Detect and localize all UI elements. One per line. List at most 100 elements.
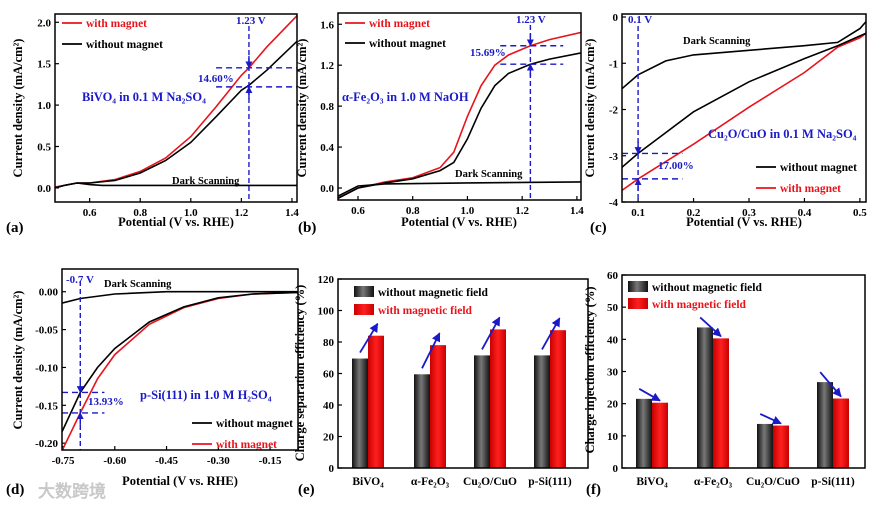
- x-tick-label: 0.6: [351, 205, 365, 217]
- y-tick-label: 0.4: [320, 142, 334, 154]
- panel-f: 0 10 20 30 40 50 60 BiVO₄ α-Fe₂O₃ Cu₂O/CuO p-Si(11…: [583, 270, 866, 498]
- category-label: α-Fe₂O₃: [694, 476, 733, 488]
- sample-label: Cu₂O/CuO in 0.1 M Na₂SO₄: [708, 127, 857, 141]
- plot-frame: [621, 13, 867, 203]
- series-line-dark: [62, 290, 298, 304]
- y-tick-label: 1.5: [37, 59, 51, 71]
- category-label: Cu₂O/CuO: [746, 476, 800, 488]
- legend-label: without magnet: [216, 418, 293, 430]
- watermark: 大数跨境: [38, 481, 106, 501]
- percent-label: 17.00%: [658, 160, 694, 172]
- y-tick-label: 0: [329, 463, 335, 475]
- x-tick-label: 0.8: [133, 207, 147, 219]
- y-tick-label: 0.5: [37, 142, 51, 154]
- potential-label: 1.23 V: [516, 14, 546, 26]
- legend-swatch-without: [628, 281, 648, 292]
- plot-frame: [54, 13, 298, 203]
- bar-with: [368, 335, 384, 468]
- legend-swatch-with: [628, 298, 648, 309]
- y-tick-label: 10: [607, 431, 619, 443]
- dark-scanning-label: Dark Scanning: [455, 169, 523, 180]
- y-tick-label: -0.15: [35, 400, 58, 412]
- plot-frame: [337, 12, 582, 201]
- potential-label: 0.1 V: [628, 14, 652, 26]
- y-tick-label: 50: [607, 302, 619, 314]
- panel-letter: (f): [586, 482, 601, 498]
- bar-without: [817, 382, 833, 468]
- bar-without: [474, 355, 490, 468]
- legend-label: with magnet: [216, 439, 277, 451]
- bar-without: [697, 327, 713, 468]
- bar-with: [490, 329, 506, 468]
- category-label: BiVO₄: [636, 476, 668, 488]
- percent-label: 13.93%: [88, 396, 124, 408]
- x-tick-label: 1.2: [515, 205, 529, 217]
- bar-with: [430, 345, 446, 468]
- category-label: p-Si(111): [811, 476, 855, 488]
- x-tick-label: 0.8: [406, 205, 420, 217]
- plot-frame: [621, 274, 866, 469]
- sample-label: p-Si(111) in 1.0 M H₂SO₄: [140, 388, 272, 402]
- plot-frame: [337, 278, 589, 469]
- y-tick-label: 1.2: [320, 60, 334, 72]
- x-axis-label: Potential (V vs. RHE): [401, 215, 517, 229]
- y-tick-label: 20: [323, 432, 335, 444]
- series-line-dark: [622, 21, 866, 90]
- series-line-dark: [55, 182, 297, 189]
- potential-label: 1.23 V: [236, 15, 266, 27]
- category-label: Cu₂O/CuO: [463, 476, 517, 488]
- y-tick-label: 2.0: [37, 17, 51, 29]
- legend-label: with magnet: [369, 18, 430, 30]
- percent-label: 14.60%: [198, 73, 234, 85]
- dark-scanning-label: Dark Scanning: [172, 176, 240, 187]
- y-axis-label: Current density (mA/cm²): [583, 39, 597, 178]
- category-label: α-Fe₂O₃: [411, 476, 450, 488]
- y-tick-label: -0.10: [35, 362, 58, 374]
- trend-arrow: [421, 332, 441, 369]
- panel-letter: (e): [298, 482, 315, 498]
- legend-label: without magnet: [369, 38, 446, 50]
- x-tick-label: 1.4: [570, 205, 584, 217]
- y-axis-label: Charge separation efficiency (%): [293, 285, 307, 462]
- legend-swatch-without: [354, 286, 374, 297]
- potential-label: -0.7 V: [66, 274, 94, 286]
- legend-label: with magnet: [86, 18, 147, 30]
- panel-letter: (d): [6, 482, 24, 498]
- panel-letter: (a): [6, 220, 24, 236]
- panel-b: 0.0 0.4 0.8 1.2 1.6 0.6 0.8 1.0 1.2 1.4 Potential …: [295, 12, 584, 236]
- y-tick-label: 1.0: [37, 100, 51, 112]
- y-tick-label: 60: [323, 369, 335, 381]
- dark-scanning-label: Dark Scanning: [683, 36, 751, 47]
- series-line-without: [62, 291, 298, 433]
- bar-without: [534, 355, 550, 468]
- legend-label: with magnet: [780, 183, 841, 195]
- bar-without: [352, 358, 368, 468]
- y-tick-label: -1: [609, 58, 618, 70]
- y-tick-label: -0.20: [35, 438, 58, 450]
- panel-c: 0 -1 -2 -3 -4 0.1 0.2 0.3 0.4 0.5 Potential (V vs.…: [583, 12, 867, 236]
- y-tick-label: -0.05: [35, 325, 58, 337]
- bar-with: [713, 338, 729, 468]
- x-axis-label: Potential (V vs. RHE): [118, 215, 234, 229]
- trend-arrow: [638, 388, 661, 402]
- panel-d: 0.00 -0.05 -0.10 -0.15 -0.20 -0.75 -0.60 -0.45 -…: [6, 268, 299, 498]
- bar-without: [636, 398, 652, 468]
- y-tick-label: -4: [609, 197, 619, 209]
- bar-without: [757, 423, 773, 468]
- y-tick-label: 40: [323, 400, 335, 412]
- y-axis-label: Current density (mA/cm²): [11, 291, 25, 430]
- legend-label: without magnetic field: [652, 282, 762, 294]
- y-tick-label: 120: [318, 274, 335, 286]
- legend-label: with magnetic field: [378, 305, 473, 317]
- y-tick-label: -2: [609, 105, 619, 117]
- x-tick-label: -0.45: [155, 455, 178, 467]
- x-tick-label: 0.4: [798, 207, 812, 219]
- y-tick-label: 0.8: [320, 101, 334, 113]
- dark-scanning-label: Dark Scanning: [104, 279, 172, 290]
- x-tick-label: -0.60: [103, 455, 126, 467]
- x-axis-label: Potential (V vs. RHE): [122, 474, 238, 488]
- y-tick-label: 1.6: [320, 19, 334, 31]
- legend-label: with magnetic field: [652, 299, 747, 311]
- y-tick-label: 30: [607, 367, 619, 379]
- panel-letter: (c): [590, 220, 607, 236]
